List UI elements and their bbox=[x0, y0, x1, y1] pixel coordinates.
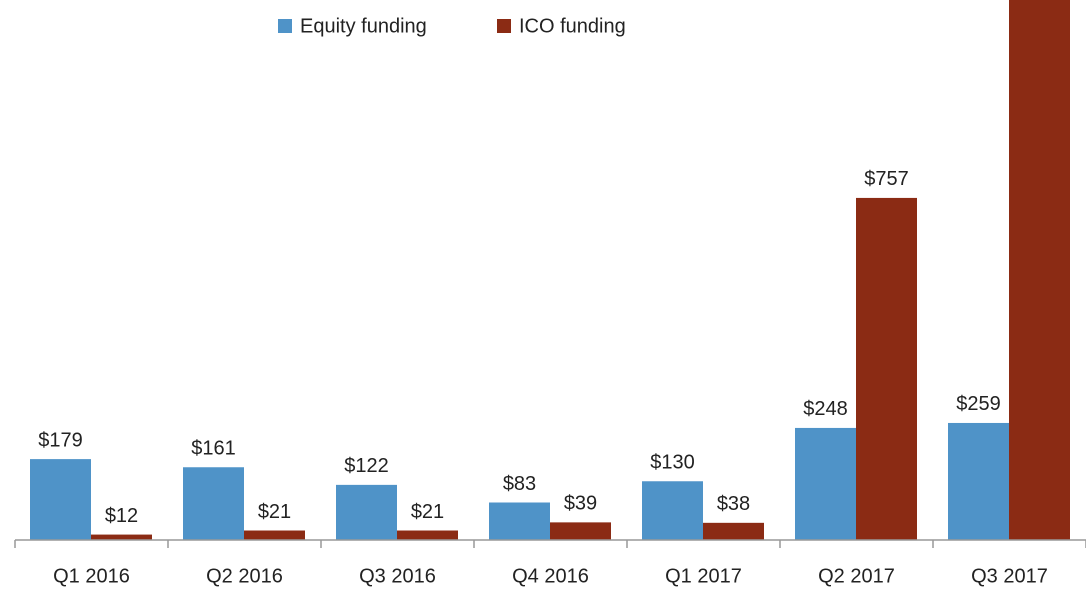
legend-label: ICO funding bbox=[519, 15, 626, 37]
x-tick-label: Q1 2016 bbox=[53, 565, 130, 587]
data-label: $83 bbox=[503, 473, 536, 495]
bar bbox=[489, 502, 550, 540]
data-label: $38 bbox=[717, 493, 750, 515]
data-label: $12 bbox=[105, 505, 138, 527]
bar bbox=[856, 197, 917, 540]
data-label: $161 bbox=[191, 438, 236, 460]
data-label: $21 bbox=[258, 501, 291, 523]
data-label: $757 bbox=[864, 168, 909, 190]
bar bbox=[550, 522, 611, 540]
data-label: $122 bbox=[344, 455, 389, 477]
bar bbox=[795, 427, 856, 540]
bar bbox=[642, 481, 703, 540]
bar bbox=[30, 459, 91, 540]
bar bbox=[397, 530, 458, 540]
plot-area bbox=[30, 0, 1070, 540]
bar bbox=[703, 522, 764, 540]
legend-swatch bbox=[278, 19, 292, 33]
bar bbox=[948, 422, 1009, 540]
bar bbox=[244, 530, 305, 540]
x-tick-label: Q4 2016 bbox=[512, 565, 589, 587]
bar bbox=[1009, 0, 1070, 540]
data-label: $39 bbox=[564, 493, 597, 515]
x-tick-label: Q2 2016 bbox=[206, 565, 283, 587]
x-tick-label: Q2 2017 bbox=[818, 565, 895, 587]
data-label: $130 bbox=[650, 452, 695, 474]
data-label: $259 bbox=[956, 393, 1001, 415]
data-label: $21 bbox=[411, 501, 444, 523]
data-label: $179 bbox=[38, 429, 83, 451]
legend-label: Equity funding bbox=[300, 15, 427, 37]
bar bbox=[336, 484, 397, 540]
bar bbox=[183, 467, 244, 540]
bar bbox=[91, 534, 152, 540]
x-tick-label: Q3 2016 bbox=[359, 565, 436, 587]
legend-swatch bbox=[497, 19, 511, 33]
x-tick-label: Q3 2017 bbox=[971, 565, 1048, 587]
x-tick-label: Q1 2017 bbox=[665, 565, 742, 587]
data-label: $248 bbox=[803, 398, 848, 420]
